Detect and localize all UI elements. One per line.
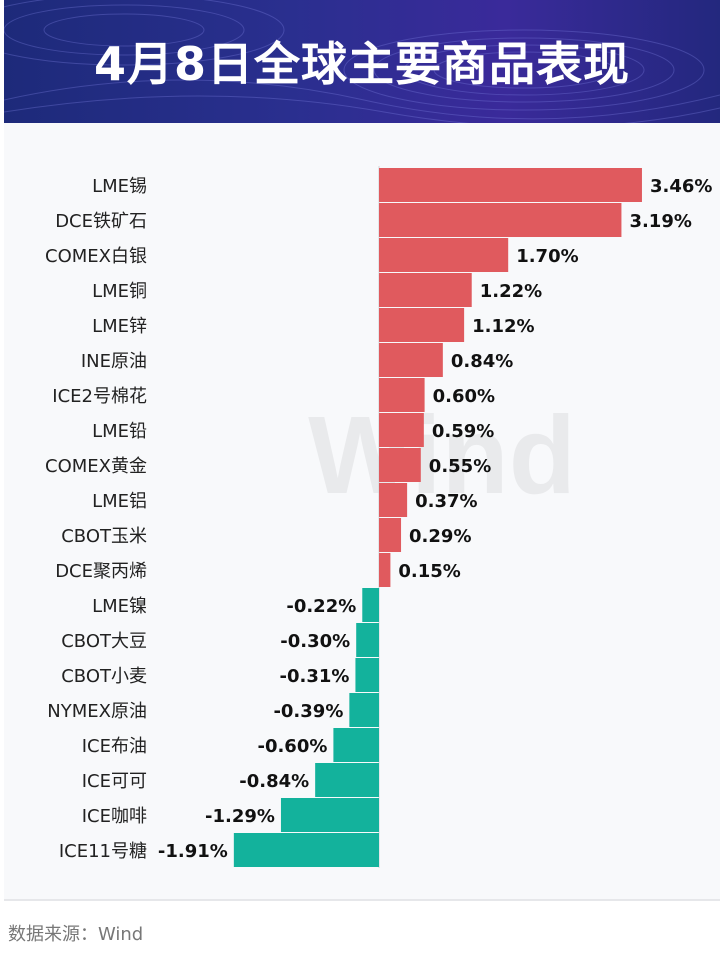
category-label: LME铜 [92, 281, 147, 302]
header-banner: 4月8日全球主要商品表现 [4, 0, 720, 123]
value-label: 0.37% [415, 491, 477, 512]
value-label: 0.55% [429, 456, 491, 477]
bar-2 [379, 203, 622, 237]
category-label: CBOT大豆 [61, 631, 147, 652]
value-label: -0.31% [280, 666, 350, 687]
bar-3 [379, 238, 509, 272]
value-label: 1.12% [472, 316, 534, 337]
bar-7 [379, 378, 425, 412]
bar-5 [379, 308, 465, 342]
category-label: CBOT小麦 [61, 666, 147, 687]
bar-12 [379, 553, 391, 587]
category-label: ICE咖啡 [82, 806, 147, 827]
category-label: LME镍 [92, 596, 147, 617]
value-label: 0.60% [433, 386, 495, 407]
category-label: NYMEX原油 [47, 701, 147, 722]
bar-17 [333, 728, 379, 762]
category-label: LME铝 [92, 491, 147, 512]
value-label: 1.70% [516, 246, 578, 267]
category-label: INE原油 [81, 351, 147, 372]
bar-4 [379, 273, 472, 307]
value-label: 0.84% [451, 351, 513, 372]
category-label: COMEX白银 [45, 246, 147, 267]
value-label: -0.22% [286, 596, 356, 617]
value-label: 0.29% [409, 526, 471, 547]
value-label: 1.22% [480, 281, 542, 302]
value-label: -1.29% [205, 806, 275, 827]
value-label: -0.84% [239, 771, 309, 792]
bar-18 [315, 763, 379, 797]
bar-14 [356, 623, 379, 657]
bar-15 [355, 658, 379, 692]
category-label: ICE11号糖 [59, 841, 147, 862]
category-label: ICE可可 [82, 771, 147, 792]
bar-8 [379, 413, 424, 447]
page-title: 4月8日全球主要商品表现 [93, 37, 630, 91]
watermark: Wind [308, 394, 576, 517]
category-label: LME铅 [92, 421, 147, 442]
contour-decoration [4, 0, 720, 123]
category-label: LME锡 [92, 176, 147, 197]
value-label: -0.60% [257, 736, 327, 757]
category-label: DCE铁矿石 [55, 211, 147, 232]
value-label: 0.59% [432, 421, 494, 442]
value-label: 3.19% [629, 211, 691, 232]
category-label: ICE2号棉花 [52, 386, 147, 407]
bar-10 [379, 483, 408, 517]
value-label: -1.91% [158, 841, 228, 862]
value-label: 3.46% [650, 176, 712, 197]
bar-13 [362, 588, 379, 622]
value-label: 0.15% [398, 561, 460, 582]
category-label: DCE聚丙烯 [55, 561, 147, 582]
bar-6 [379, 343, 443, 377]
chart-panel: Wind LME锡 3.46% DCE铁矿石 3.19% COMEX白银 1.70% LME… [4, 123, 720, 901]
value-label: -0.39% [273, 701, 343, 722]
category-label: CBOT玉米 [61, 526, 147, 547]
data-source: 数据来源：Wind [8, 924, 144, 945]
bar-chart: Wind LME锡 3.46% DCE铁矿石 3.19% COMEX白银 1.70% LME… [45, 166, 712, 868]
bar-9 [379, 448, 421, 482]
bar-16 [349, 693, 379, 727]
bar-11 [379, 518, 402, 552]
category-label: LME锌 [92, 316, 147, 337]
bar-1 [379, 168, 642, 202]
category-label: COMEX黄金 [45, 456, 147, 477]
category-label: ICE布油 [82, 736, 147, 757]
bar-20 [233, 833, 379, 867]
bar-19 [280, 798, 379, 832]
value-label: -0.30% [280, 631, 350, 652]
